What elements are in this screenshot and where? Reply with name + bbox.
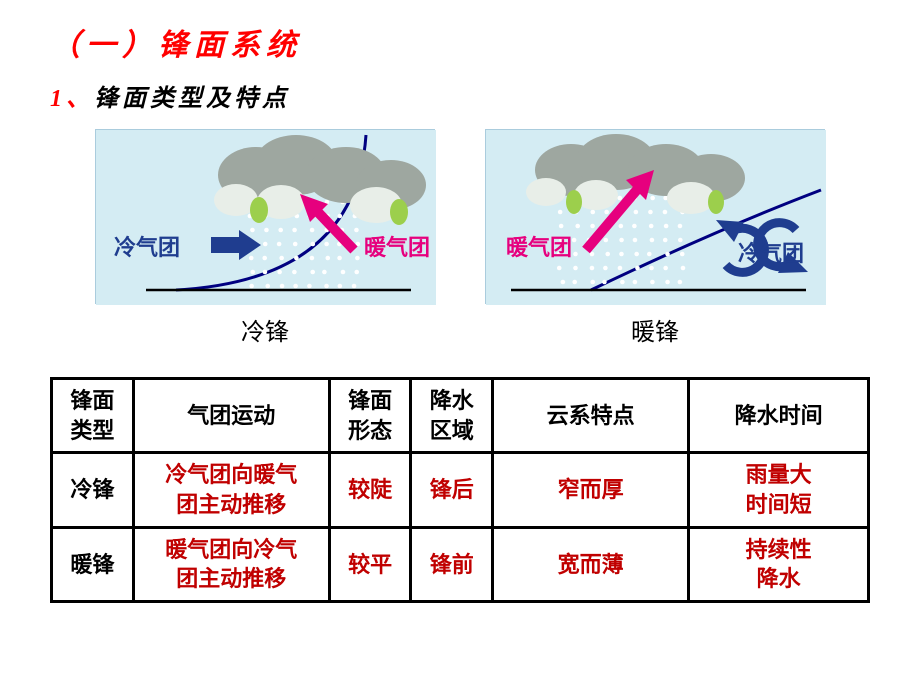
subtitle-number: 1、 <box>50 86 94 112</box>
cold-air-label: 冷气团 <box>738 236 804 268</box>
table-header-row: 锋面类型 气团运动 锋面形态 降水区域 云系特点 降水时间 <box>52 379 869 453</box>
comparison-table: 锋面类型 气团运动 锋面形态 降水区域 云系特点 降水时间 冷锋 冷气团向暖气团… <box>50 377 870 603</box>
subsection-title: 1、锋面类型及特点 <box>50 78 870 113</box>
cold-front-caption: 冷锋 <box>95 312 435 347</box>
row-type-cell: 暖锋 <box>52 527 134 601</box>
warm-front-diagram: 暖气团 冷气团 <box>485 129 825 304</box>
row-clouds-cell: 窄而厚 <box>493 453 689 527</box>
row-motion-cell: 冷气团向暖气团主动推移 <box>133 453 329 527</box>
cold-front-panel: 冷气团 暖气团 冷锋 <box>95 129 435 347</box>
row-precip-cell: 持续性降水 <box>689 527 869 601</box>
cold-air-label: 冷气团 <box>114 230 180 262</box>
header-shape: 锋面形态 <box>329 379 411 453</box>
row-region-cell: 锋后 <box>411 453 493 527</box>
header-motion: 气团运动 <box>133 379 329 453</box>
row-motion-cell: 暖气团向冷气团主动推移 <box>133 527 329 601</box>
header-region: 降水区域 <box>411 379 493 453</box>
row-type-cell: 冷锋 <box>52 453 134 527</box>
warm-front-caption: 暖锋 <box>485 312 825 347</box>
diagram-row: 冷气团 暖气团 冷锋 <box>50 129 870 347</box>
row-precip-cell: 雨量大时间短 <box>689 453 869 527</box>
row-shape-cell: 较陡 <box>329 453 411 527</box>
warm-air-label: 暖气团 <box>506 230 572 262</box>
cold-front-svg <box>96 130 436 305</box>
row-shape-cell: 较平 <box>329 527 411 601</box>
warm-front-panel: 暖气团 冷气团 暖锋 <box>485 129 825 347</box>
header-precip: 降水时间 <box>689 379 869 453</box>
header-clouds: 云系特点 <box>493 379 689 453</box>
header-type: 锋面类型 <box>52 379 134 453</box>
table-row: 冷锋 冷气团向暖气团主动推移 较陡 锋后 窄而厚 雨量大时间短 <box>52 453 869 527</box>
subtitle-text: 锋面类型及特点 <box>94 86 290 112</box>
cold-front-diagram: 冷气团 暖气团 <box>95 129 435 304</box>
warm-front-svg <box>486 130 826 305</box>
row-clouds-cell: 宽而薄 <box>493 527 689 601</box>
table-row: 暖锋 暖气团向冷气团主动推移 较平 锋前 宽而薄 持续性降水 <box>52 527 869 601</box>
warm-air-label: 暖气团 <box>364 230 430 262</box>
row-region-cell: 锋前 <box>411 527 493 601</box>
section-title: （一）锋面系统 <box>50 20 870 64</box>
